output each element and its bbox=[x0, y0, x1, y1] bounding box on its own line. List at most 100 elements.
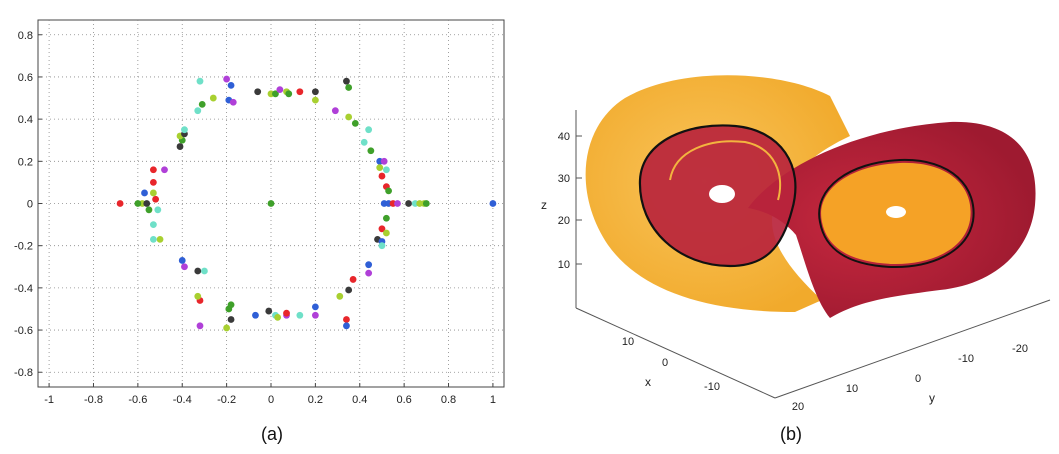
x-axis-label: x bbox=[645, 375, 651, 389]
tick-label-x: -0.6 bbox=[128, 394, 147, 406]
left-inner-stripe bbox=[669, 140, 782, 201]
data-point bbox=[378, 242, 386, 250]
ticks-a: -1 -0.8 -0.6 -0.4 -0.2 0 0.2 0.4 0.6 0.8 1 0.8 0.6 0.… bbox=[14, 30, 496, 406]
tick-label-x: 0.4 bbox=[352, 394, 367, 406]
data-point bbox=[276, 86, 284, 94]
data-point bbox=[345, 84, 353, 91]
data-point bbox=[349, 276, 357, 283]
tick-label-x: -10 bbox=[704, 381, 720, 393]
left-hole bbox=[709, 185, 735, 203]
tick-label-x: -0.2 bbox=[217, 394, 236, 406]
data-point bbox=[422, 200, 430, 207]
caption-a: (a) bbox=[261, 424, 283, 444]
data-point bbox=[365, 126, 373, 134]
points-a bbox=[116, 75, 497, 332]
data-point bbox=[196, 77, 204, 85]
data-point bbox=[311, 88, 319, 96]
tick-label-x: 0.6 bbox=[396, 394, 411, 406]
left-orbit bbox=[638, 124, 797, 268]
caption-b: (b) bbox=[780, 424, 802, 444]
data-point bbox=[194, 267, 202, 275]
data-point bbox=[225, 305, 233, 313]
tick-label-x: 0.2 bbox=[308, 394, 323, 406]
data-point bbox=[223, 75, 231, 83]
tick-label-x: 0 bbox=[268, 394, 274, 406]
tick-label-y: -10 bbox=[958, 353, 974, 365]
data-point bbox=[254, 88, 262, 96]
data-point bbox=[382, 229, 390, 237]
data-point bbox=[198, 100, 206, 108]
tick-label-y: -0.8 bbox=[14, 367, 33, 379]
data-point bbox=[152, 195, 160, 203]
data-point bbox=[181, 126, 188, 134]
data-point bbox=[223, 324, 231, 332]
tick-label-y: 0 bbox=[915, 373, 921, 385]
data-point bbox=[385, 187, 393, 195]
data-point bbox=[331, 107, 339, 115]
data-point bbox=[365, 269, 373, 277]
data-point bbox=[311, 303, 319, 311]
tick-label-y: 10 bbox=[846, 383, 858, 395]
tick-label-y: -20 bbox=[1012, 343, 1028, 355]
tick-label-x: 1 bbox=[490, 394, 496, 406]
ticks-b: 40 30 20 10 10 0 -10 20 10 0 -10 -20 bbox=[558, 131, 1028, 413]
tick-label-z: 10 bbox=[558, 259, 570, 271]
tick-label-y: 20 bbox=[792, 401, 804, 413]
tick-label-y: 0.2 bbox=[18, 156, 33, 168]
chart-a: -1 -0.8 -0.6 -0.4 -0.2 0 0.2 0.4 0.6 0.8 1 0.8 0.6 0.… bbox=[14, 19, 505, 444]
grid-a bbox=[38, 20, 504, 387]
data-point bbox=[229, 98, 237, 106]
data-point bbox=[336, 292, 344, 300]
tick-label-x: -0.4 bbox=[173, 394, 192, 406]
data-point bbox=[382, 166, 390, 174]
data-point bbox=[378, 225, 386, 233]
data-point bbox=[378, 172, 386, 180]
tick-label-x: -0.8 bbox=[84, 394, 103, 406]
data-point bbox=[267, 200, 275, 207]
tick-label-z: 30 bbox=[558, 173, 570, 185]
data-point bbox=[141, 189, 148, 197]
data-point bbox=[156, 235, 164, 243]
data-point bbox=[405, 200, 412, 207]
tick-label-y: 0.6 bbox=[18, 72, 33, 84]
data-point bbox=[149, 221, 157, 228]
data-point bbox=[311, 311, 319, 319]
data-point bbox=[227, 81, 235, 89]
right-orbit bbox=[818, 158, 975, 269]
data-point bbox=[209, 94, 217, 102]
right-hole bbox=[886, 206, 906, 218]
data-point bbox=[178, 257, 186, 264]
tick-label-y: -0.2 bbox=[14, 241, 33, 253]
data-point bbox=[272, 90, 279, 98]
data-point bbox=[252, 311, 259, 319]
data-point bbox=[274, 313, 282, 321]
data-point bbox=[149, 179, 157, 186]
data-point bbox=[380, 157, 388, 165]
tick-label-y: 0.4 bbox=[18, 114, 33, 126]
data-point bbox=[360, 138, 368, 146]
tick-label-z: 20 bbox=[558, 215, 570, 227]
y-axis-line bbox=[774, 299, 1051, 399]
data-point bbox=[285, 90, 293, 98]
data-point bbox=[365, 261, 373, 269]
data-point bbox=[296, 311, 304, 319]
chart-b: 40 30 20 10 10 0 -10 20 10 0 -10 -20 z x y (b) bbox=[541, 75, 1051, 444]
data-point bbox=[149, 189, 157, 197]
tick-label-x: -1 bbox=[44, 394, 54, 406]
tick-label-y: -0.4 bbox=[14, 283, 33, 295]
data-point bbox=[489, 200, 497, 207]
data-point bbox=[351, 119, 359, 127]
tick-label-y: -0.6 bbox=[14, 325, 33, 337]
data-point bbox=[201, 267, 208, 275]
data-point bbox=[194, 107, 202, 115]
data-point bbox=[149, 166, 157, 174]
tick-label-x: 0.8 bbox=[441, 394, 456, 406]
data-point bbox=[145, 206, 153, 214]
data-point bbox=[343, 77, 350, 85]
data-point bbox=[367, 147, 375, 155]
data-point bbox=[143, 200, 151, 207]
data-point bbox=[382, 214, 390, 222]
data-point bbox=[134, 200, 142, 207]
tick-label-z: 40 bbox=[558, 131, 570, 143]
data-point bbox=[161, 166, 168, 174]
